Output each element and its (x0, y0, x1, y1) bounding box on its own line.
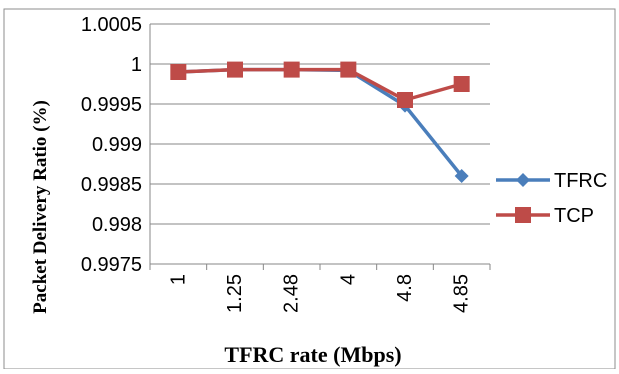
data-point-tcp (283, 61, 300, 78)
data-point-tcp (227, 61, 243, 78)
legend-label-tfrc: TFRC (554, 170, 607, 192)
y-tick-label: 0.9985 (81, 174, 142, 196)
legend-marker-tcp (515, 207, 531, 223)
grid-lines (150, 23, 490, 225)
y-tick-label: 1.0005 (81, 14, 142, 36)
x-tick-label: 4 (337, 274, 359, 285)
y-axis-label: Packet Delivery Ratio (%) (30, 100, 51, 314)
x-tick-label: 1.25 (224, 274, 246, 313)
y-tick-label: 1 (131, 54, 142, 76)
y-tick-label: 0.9975 (81, 254, 142, 276)
series-line-tcp (178, 67, 463, 102)
y-tick-label: 0.999 (92, 134, 142, 156)
x-tick-label: 1 (167, 274, 189, 285)
y-tick-label: 0.998 (92, 214, 142, 236)
legend: TFRC TCP (496, 170, 607, 227)
data-point-tcp (397, 92, 413, 108)
y-tick-label: 0.9995 (81, 94, 142, 116)
data-point-tfrc (454, 169, 469, 183)
legend-label-tcp: TCP (554, 205, 594, 227)
data-point-tcp (453, 76, 470, 92)
y-tick-labels: 0.9975 0.998 0.9985 0.999 0.9995 1 1.0005 (81, 14, 142, 276)
x-axis-label: TFRC rate (Mbps) (224, 342, 401, 367)
series-lines (170, 61, 470, 183)
x-tick-label: 4.8 (394, 274, 416, 302)
data-point-tcp (340, 61, 357, 78)
x-tick-label: 2.48 (281, 274, 303, 313)
x-tick-label: 4.85 (451, 274, 473, 313)
data-point-tcp (170, 64, 187, 80)
axes (149, 24, 491, 270)
legend-marker-tfrc (516, 173, 530, 187)
x-tick-labels: 1 1.25 2.48 4 4.8 4.85 (167, 274, 472, 313)
